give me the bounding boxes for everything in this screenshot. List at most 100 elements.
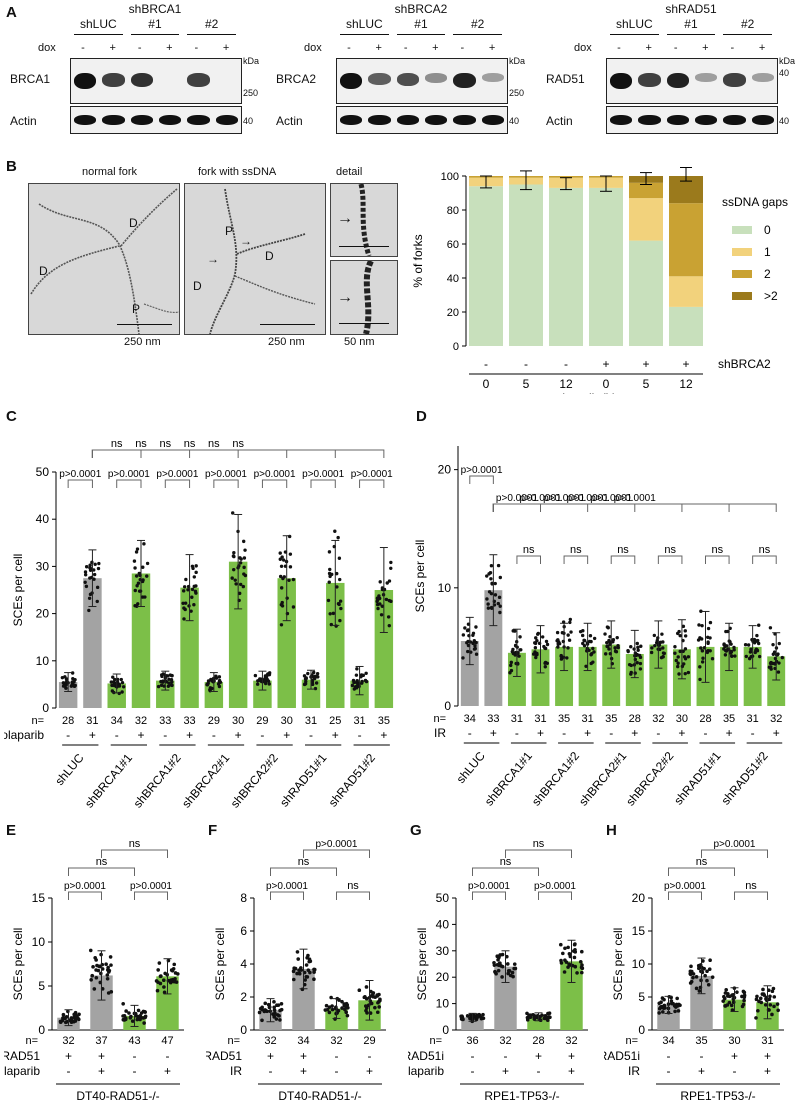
data-point bbox=[573, 964, 578, 969]
data-point bbox=[380, 586, 385, 590]
em-title-normal-fork: normal fork bbox=[82, 166, 138, 178]
protein-band bbox=[425, 73, 448, 83]
data-point bbox=[486, 602, 490, 606]
legend-title: ssDNA gaps bbox=[722, 195, 788, 209]
data-point bbox=[540, 1013, 544, 1018]
data-point bbox=[676, 1009, 681, 1013]
dox-sign: - bbox=[617, 42, 621, 54]
data-point bbox=[375, 1010, 380, 1015]
data-point bbox=[306, 953, 310, 958]
sig-bracket bbox=[538, 891, 572, 900]
data-point bbox=[133, 604, 137, 608]
data-point bbox=[279, 564, 284, 568]
em-image-normal-fork: D D P bbox=[28, 183, 180, 335]
n-value: 30 bbox=[728, 1035, 740, 1047]
data-point bbox=[89, 978, 93, 982]
data-point bbox=[756, 1008, 760, 1013]
sig-label: p>0.0001 bbox=[534, 881, 576, 892]
data-point bbox=[748, 650, 753, 654]
protein-label: BRCA1 bbox=[10, 72, 51, 86]
data-point bbox=[776, 670, 781, 674]
data-point bbox=[771, 642, 775, 647]
stacked-bar-segment bbox=[509, 184, 543, 346]
em-title-detail: detail bbox=[336, 166, 363, 178]
data-point bbox=[627, 662, 632, 667]
dox-sign: - bbox=[194, 42, 199, 54]
data-point bbox=[633, 657, 638, 662]
row-sign: + bbox=[300, 1049, 307, 1063]
data-point bbox=[688, 972, 693, 976]
data-point bbox=[369, 1001, 374, 1006]
sig-bracket-pair bbox=[213, 479, 239, 488]
data-point bbox=[757, 623, 761, 627]
data-point bbox=[703, 973, 707, 978]
data-point bbox=[496, 968, 501, 973]
data-point bbox=[490, 606, 494, 610]
data-point bbox=[63, 1016, 67, 1021]
dox-sign: + bbox=[702, 42, 709, 54]
data-point bbox=[278, 557, 282, 561]
sig-bracket-pair-label: p>0.0001 bbox=[351, 469, 393, 480]
data-point bbox=[701, 656, 705, 660]
data-point bbox=[378, 602, 382, 606]
data-point bbox=[169, 978, 173, 982]
data-point bbox=[253, 673, 258, 678]
data-point bbox=[338, 577, 342, 582]
data-point bbox=[767, 665, 772, 669]
data-point bbox=[697, 623, 701, 627]
blot-title: shRAD51 bbox=[665, 2, 717, 16]
treatment-label: IR bbox=[434, 726, 446, 740]
data-point bbox=[77, 1017, 81, 1022]
em-ssdna-fork-strands bbox=[209, 188, 316, 334]
data-point bbox=[291, 605, 296, 609]
data-point bbox=[106, 965, 110, 970]
blot-group-label: shLUC bbox=[345, 17, 383, 31]
data-point bbox=[708, 620, 713, 625]
data-point bbox=[657, 1011, 661, 1015]
arrow-icon: → bbox=[207, 252, 219, 266]
group-label: shRAD51#1 bbox=[277, 751, 330, 810]
data-point bbox=[500, 975, 504, 979]
dox-sign: + bbox=[758, 42, 766, 54]
shbrca2-sign: + bbox=[602, 357, 609, 371]
treatment-sign: - bbox=[163, 728, 167, 742]
data-point bbox=[741, 989, 746, 994]
data-point bbox=[233, 578, 237, 582]
data-point bbox=[511, 647, 515, 652]
n-value: 37 bbox=[95, 1035, 107, 1047]
data-point bbox=[724, 629, 728, 634]
data-point bbox=[740, 1004, 745, 1009]
em-label-p: P bbox=[132, 302, 141, 316]
data-point bbox=[302, 674, 307, 678]
data-point bbox=[88, 576, 92, 580]
data-point bbox=[473, 646, 477, 651]
data-point bbox=[661, 1010, 665, 1014]
n-value: 32 bbox=[565, 1035, 577, 1047]
sig-bracket bbox=[668, 867, 735, 876]
data-point bbox=[58, 1020, 63, 1025]
treatment-label: olaparib bbox=[4, 728, 44, 742]
actin-band bbox=[481, 115, 504, 125]
data-point bbox=[772, 1004, 776, 1009]
y-tick-label: 50 bbox=[436, 891, 450, 905]
data-point bbox=[327, 580, 331, 584]
stacked-bar-segment bbox=[469, 186, 503, 346]
data-point bbox=[217, 680, 221, 684]
sig-bracket-across-label: ns bbox=[184, 438, 196, 450]
data-point bbox=[724, 648, 728, 653]
row-sign: - bbox=[667, 1049, 671, 1063]
data-point bbox=[89, 567, 93, 571]
row-label: IR bbox=[628, 1064, 640, 1078]
blot-group-line bbox=[723, 34, 772, 35]
sig-bracket-across bbox=[492, 503, 541, 512]
sig-label: p>0.0001 bbox=[130, 881, 172, 892]
bar bbox=[58, 682, 78, 708]
data-point bbox=[605, 640, 609, 645]
data-point bbox=[767, 997, 772, 1002]
row-sign: - bbox=[166, 1049, 170, 1063]
data-point bbox=[700, 623, 704, 628]
y-tick-label: 0 bbox=[444, 699, 451, 713]
sig-bracket-across-label: ns bbox=[208, 438, 220, 450]
data-point bbox=[652, 633, 657, 638]
